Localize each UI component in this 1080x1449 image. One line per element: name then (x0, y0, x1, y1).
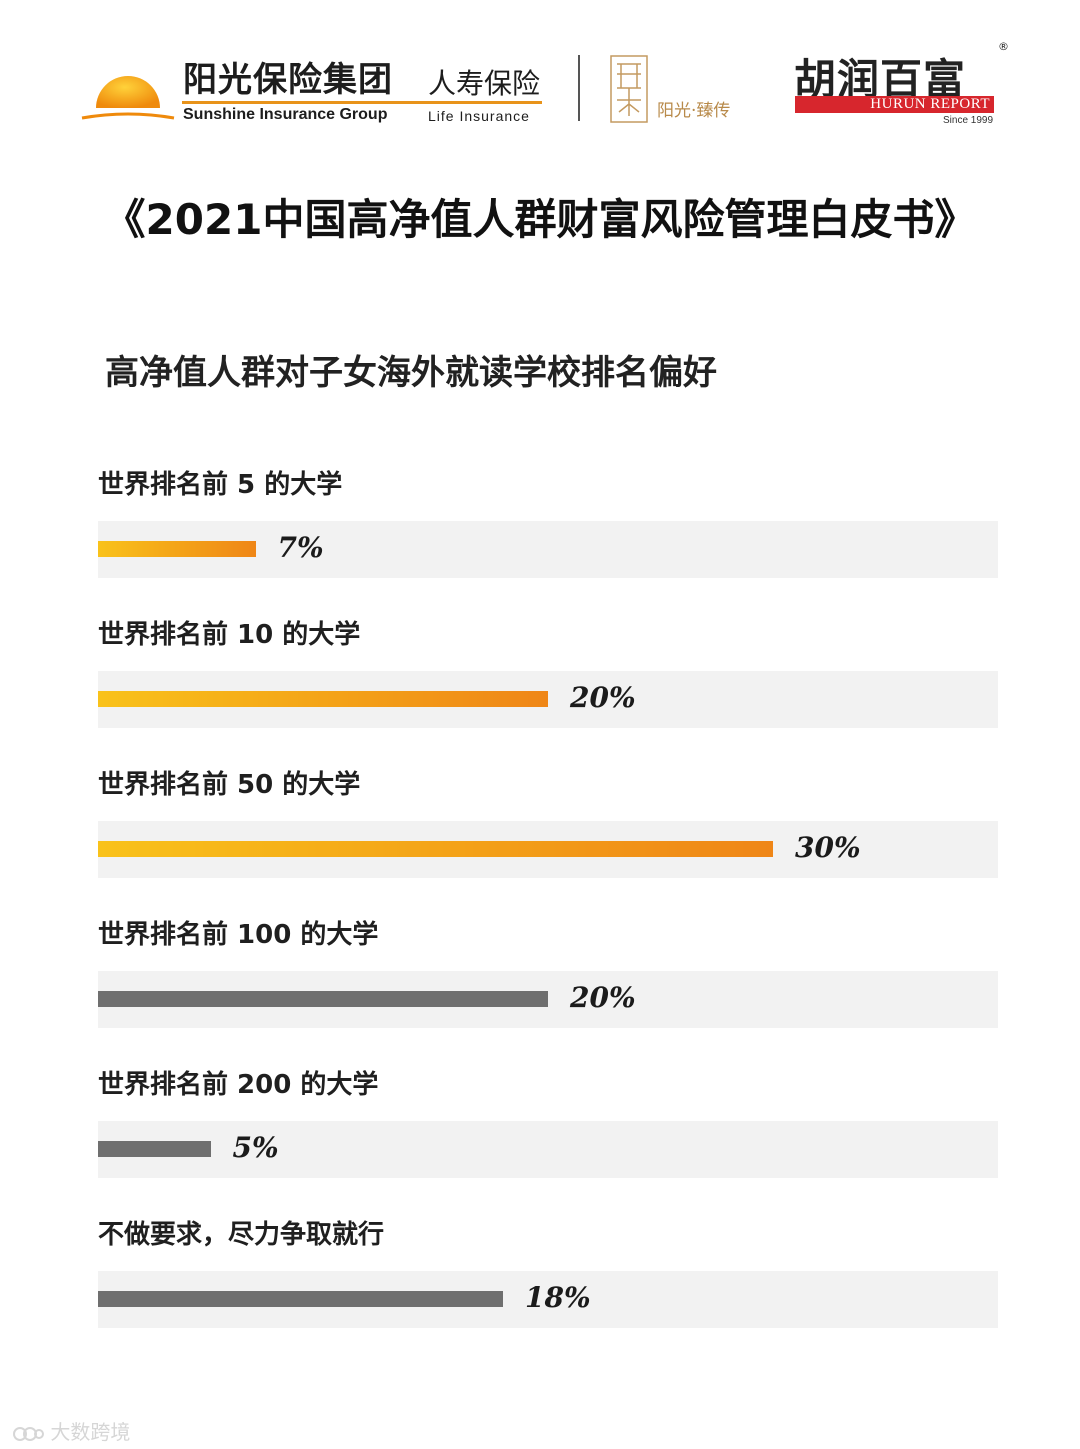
category-label: 不做要求，尽力争取就行 (98, 1220, 385, 1250)
chart-item: 世界排名前 10 的大学 20% (98, 610, 998, 730)
bar-track: 30% (98, 821, 998, 878)
category-label: 世界排名前 50 的大学 (98, 770, 361, 800)
chart-item: 世界排名前 100 的大学 20% (98, 910, 998, 1030)
header-divider (578, 55, 580, 121)
chart-item: 世界排名前 50 的大学 30% (98, 760, 998, 880)
category-label: 世界排名前 5 的大学 (98, 470, 343, 500)
chart-item: 世界排名前 5 的大学 7% (98, 460, 998, 580)
value-label: 20% (570, 981, 636, 1014)
value-label: 20% (570, 681, 636, 714)
bar (98, 541, 256, 557)
hurun-report-banner: HURUN REPORT (795, 96, 994, 113)
bar-track: 18% (98, 1271, 998, 1328)
report-title: 《2021中国高净值人群财富风险管理白皮书》 (103, 195, 977, 244)
category-label: 世界排名前 200 的大学 (98, 1070, 379, 1100)
sunshine-logo-icon (81, 76, 175, 120)
logo-icon (13, 1426, 44, 1441)
seal-tagline: 阳光·臻传 (657, 101, 731, 121)
life-insurance-name: 人寿保险 (428, 67, 541, 100)
sunshine-brand-name: 阳光保险集团 (183, 60, 393, 100)
bar-chart: 世界排名前 5 的大学 7% 世界排名前 10 的大学 20% 世界排名前 50 的大学… (98, 460, 998, 1340)
brand-underline (182, 101, 542, 104)
chart-item: 不做要求，尽力争取就行 18% (98, 1210, 998, 1330)
watermark-text: 大数跨境 (50, 1420, 131, 1444)
value-label: 7% (277, 531, 324, 564)
category-label: 世界排名前 10 的大学 (98, 620, 361, 650)
category-label: 世界排名前 100 的大学 (98, 920, 379, 950)
chart-item: 世界排名前 200 的大学 5% (98, 1060, 998, 1180)
bar-track: 7% (98, 521, 998, 578)
value-label: 5% (232, 1131, 279, 1164)
bar-track: 20% (98, 971, 998, 1028)
value-label: 30% (795, 831, 861, 864)
hurun-brand-name: 胡润百富 (794, 55, 967, 104)
bar-track: 20% (98, 671, 998, 728)
bar (98, 841, 773, 857)
bar (98, 691, 548, 707)
bar (98, 991, 548, 1007)
hurun-since: Since 1999 (943, 115, 994, 126)
life-insurance-en: Life Insurance (428, 108, 530, 124)
chart-title: 高净值人群对子女海外就读学校排名偏好 (105, 353, 717, 393)
sunshine-brand-en: Sunshine Insurance Group (183, 106, 388, 123)
bar (98, 1141, 211, 1157)
registered-mark: ® (998, 40, 1009, 53)
bar-track: 5% (98, 1121, 998, 1178)
header: 阳光保险集团 人寿保险 Sunshine Insurance Group Lif… (0, 0, 1080, 150)
bar (98, 1291, 503, 1307)
watermark: 大数跨境 (12, 1416, 130, 1445)
value-label: 18% (525, 1281, 591, 1314)
seal-logo-icon (610, 55, 648, 123)
